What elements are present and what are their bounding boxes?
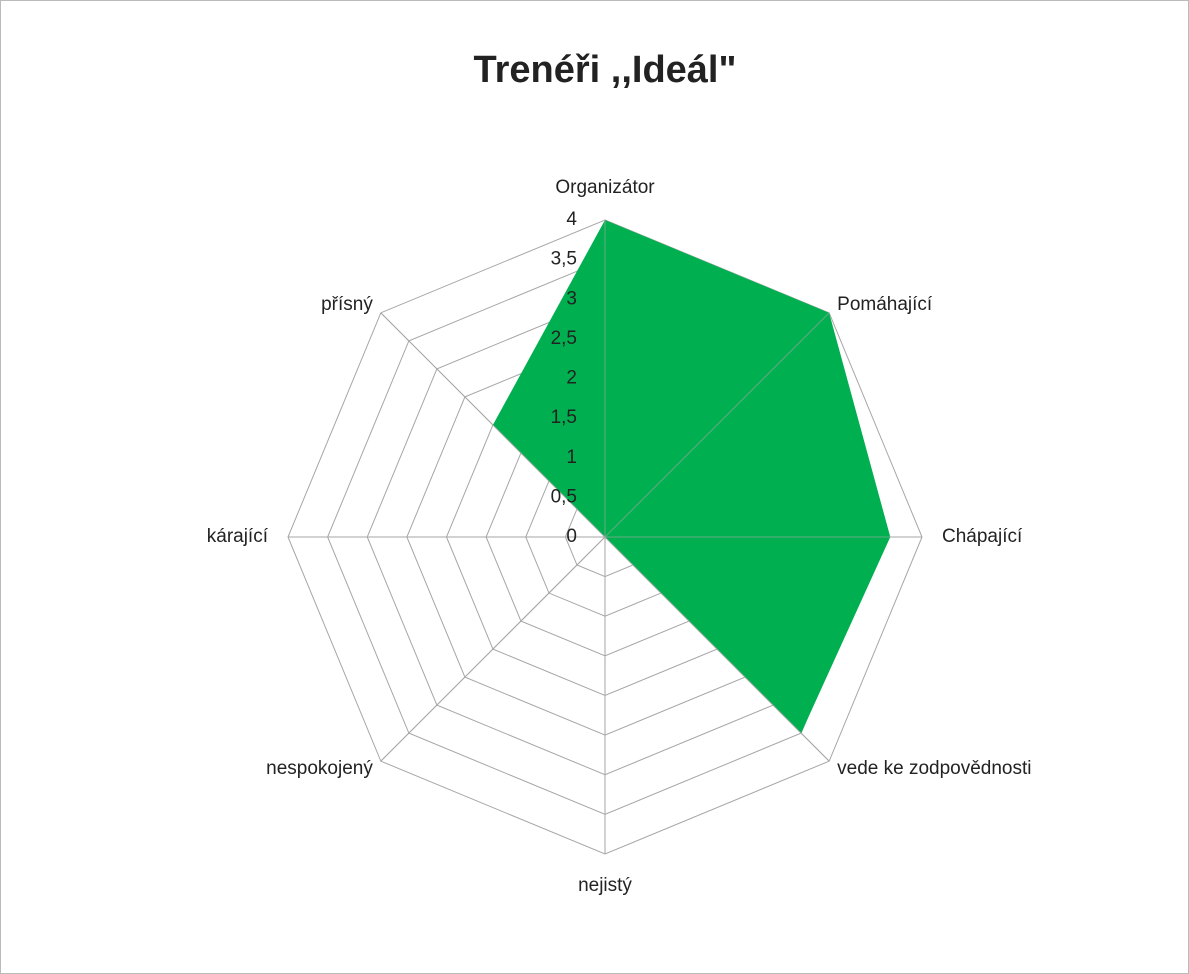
category-label: přísný [321,294,373,315]
tick-label: 2 [566,368,577,389]
tick-label: 3,5 [551,249,577,270]
tick-label: 4 [566,209,577,230]
tick-label: 0,5 [551,486,577,507]
category-label: nespokojený [266,758,373,779]
tick-label: 0 [566,526,577,547]
category-label: vede ke zodpovědnosti [837,758,1031,779]
spoke-over [380,312,606,538]
category-label: Chápající [942,526,1023,547]
category-label: kárající [207,526,269,547]
spoke-over [380,536,606,762]
tick-label: 1,5 [551,407,577,428]
spoke-over [604,536,830,762]
category-label: Pomáhající [837,294,933,315]
tick-label: 3 [566,288,577,309]
category-label: nejistý [578,875,632,896]
spoke-over [604,312,830,538]
tick-label: 1 [566,447,577,468]
data-area [492,220,891,734]
category-label: Organizátor [555,177,655,198]
chart-title: Trenéři ,,Ideál" [473,49,736,91]
tick-label: 2,5 [551,328,577,349]
